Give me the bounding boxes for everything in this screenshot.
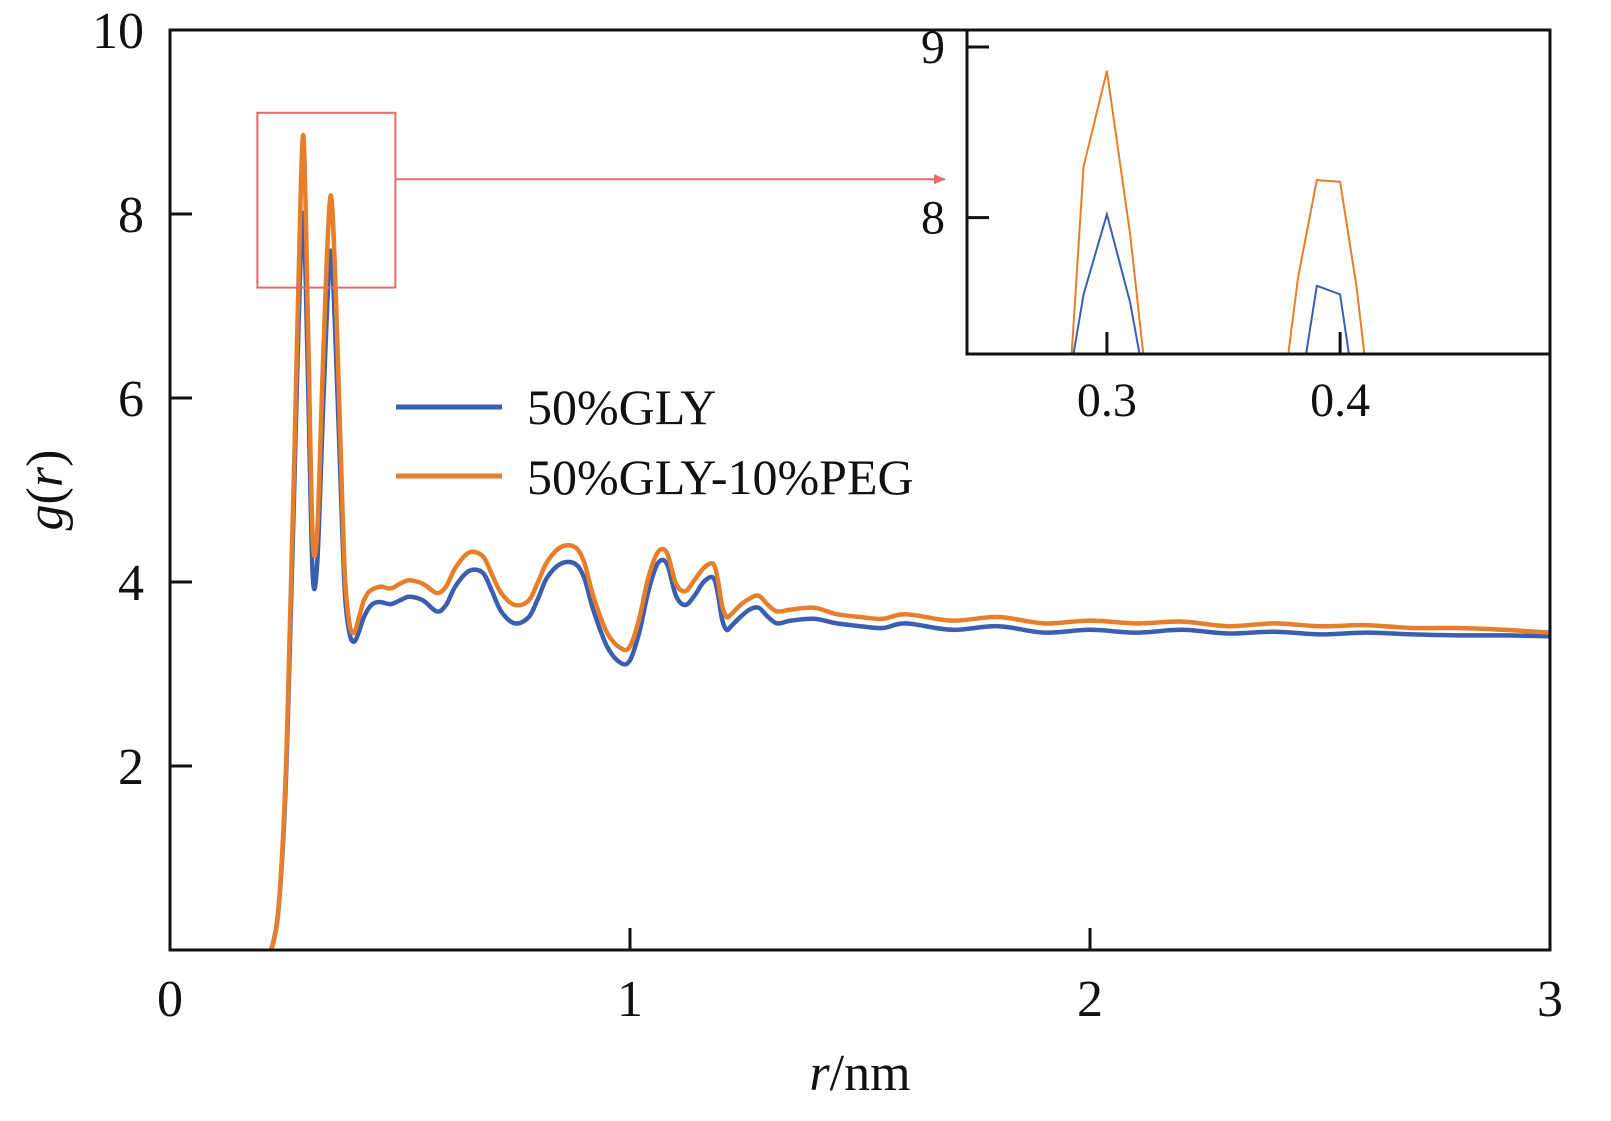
inset-frame: [965, 28, 1552, 356]
y-tick-label: 4: [118, 555, 144, 612]
y-tick-label: 6: [118, 371, 144, 428]
main-axis-ticks: 0 1 2 3 2 4 6 8 10: [92, 3, 1563, 1028]
inset-y-tick-label: 8: [921, 192, 945, 245]
x-tick-label: 2: [1077, 971, 1103, 1028]
legend: 50%GLY 50%GLY-10%PEG: [396, 379, 914, 505]
zoom-box: [256, 111, 397, 289]
inset-y-tick-label: 9: [921, 21, 945, 74]
x-tick-label: 1: [617, 971, 643, 1028]
x-axis-label: r/nm: [809, 1045, 910, 1102]
x-tick-label: 0: [157, 971, 183, 1028]
legend-label-50gly-10peg: 50%GLY-10%PEG: [527, 449, 914, 505]
legend-label-50gly: 50%GLY: [527, 379, 716, 435]
inset-background: [967, 30, 1550, 354]
inset-x-tick-label: 0.4: [1310, 374, 1370, 427]
y-axis-label: g(r): [17, 450, 74, 531]
inset-x-tick-label: 0.3: [1077, 374, 1137, 427]
x-tick-label: 3: [1537, 971, 1563, 1028]
inset-line-50gly-10peg: [1070, 70, 1366, 354]
main-plot-frame: [168, 28, 1552, 952]
y-tick-label: 10: [92, 3, 144, 60]
y-tick-label: 2: [118, 739, 144, 796]
y-tick-label: 8: [118, 187, 144, 244]
series-line-50gly-10peg: [268, 133, 1550, 950]
inset-axis-ticks: 0.3 0.4 8 9: [921, 21, 1370, 427]
inset-line-50gly: [1072, 210, 1350, 354]
